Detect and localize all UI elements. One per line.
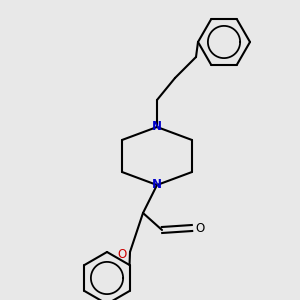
Text: N: N	[152, 178, 162, 191]
Text: N: N	[152, 121, 162, 134]
Text: O: O	[195, 221, 205, 235]
Text: O: O	[117, 248, 127, 262]
